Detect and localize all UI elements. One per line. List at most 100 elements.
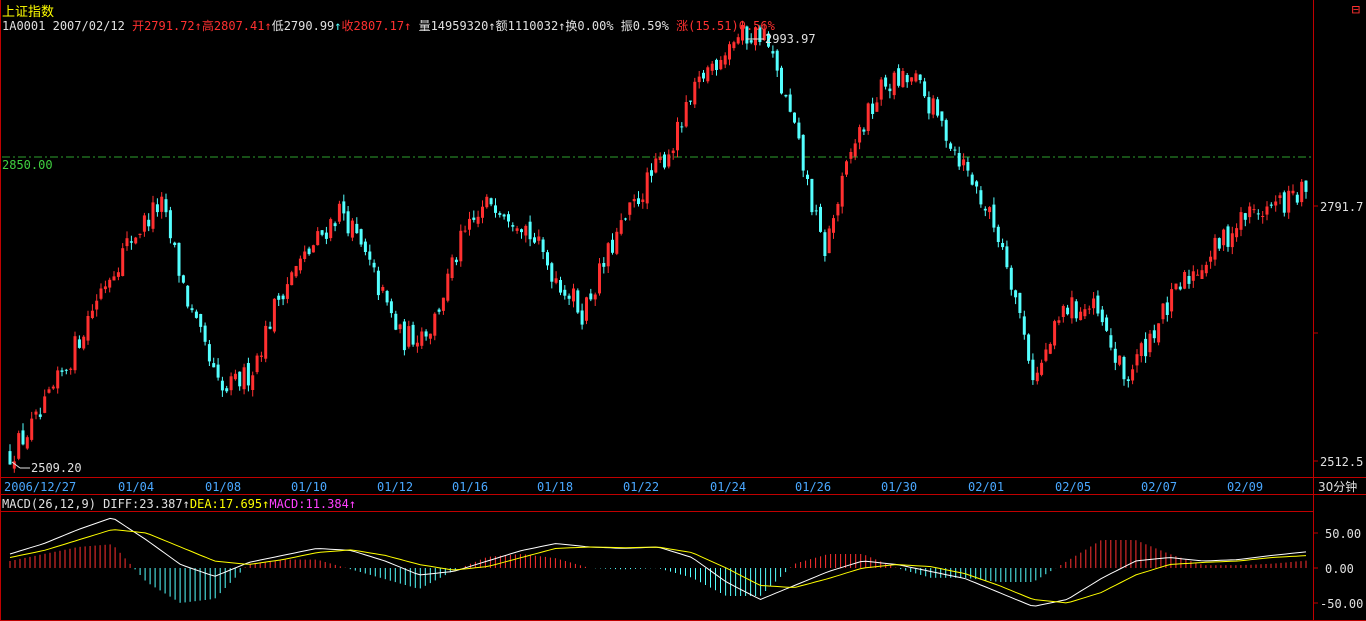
candle-body [121,248,125,276]
macd-tick-50: 50.00 [1325,527,1361,541]
candle-body [832,218,835,233]
candle-body [888,88,892,92]
candle-body [853,143,857,157]
candle-body [1187,276,1191,284]
candle-body [1118,355,1122,365]
candle-body [1027,334,1031,361]
candle-body [342,201,346,214]
candle-body [749,40,753,43]
candle-body [311,245,315,253]
candle-body [268,326,272,329]
macd-tick-0: 0.00 [1325,562,1354,576]
price-axis-ticks [1313,205,1318,604]
candle-body [892,72,896,96]
candle-body [1274,201,1278,206]
candle-body [233,373,237,380]
candle-body [866,103,870,131]
candle-body [537,236,541,241]
candle-body [923,81,927,97]
candle-body [251,375,255,390]
candle-body [944,120,948,141]
candle-body [1239,212,1243,230]
candle-body [654,158,658,173]
candle-body [368,251,372,260]
candle-body [468,218,471,230]
candle-body [931,98,935,115]
candle-body [481,206,484,218]
candle-body [862,129,866,132]
candle-body [918,74,922,80]
candle-body [1109,335,1113,348]
candle-body [1096,295,1100,314]
candle-body [563,289,567,296]
candle-body [1209,256,1213,262]
up-arrow-icon: ↑ [348,497,357,511]
candle-body [47,389,51,393]
candle-body [1183,272,1187,289]
x-tick-4: 01/12 [377,480,413,494]
x-tick-8: 01/24 [710,480,746,494]
candle-body [60,370,64,372]
candle-body [17,433,21,459]
candle-body [454,259,458,263]
candle-body [871,103,875,114]
annotations: 2993.97 2509.20 2850.00 [2,32,816,475]
candle-body [879,79,883,100]
macd-diff: DIFF:23.387 [103,497,183,511]
candle-body [858,127,862,143]
candle-body [767,33,770,47]
candle-body [64,369,68,371]
candle-body [736,37,740,44]
candle-body [155,204,159,213]
candle-body [303,251,307,259]
high-price: 高2807.41 [201,19,265,33]
candle-body [1092,298,1096,309]
candle-body [1230,233,1234,248]
candle-body [229,376,233,391]
candle-body [485,196,489,208]
candle-body [1235,228,1239,238]
amount: 额1110032 [495,19,559,33]
candle-body [1200,270,1204,279]
candle-body [255,355,259,373]
candle-body [1113,348,1117,363]
candle-body [12,461,16,469]
candle-body [99,288,103,299]
candle-body [689,100,692,102]
candle-body [415,342,419,347]
candle-body [441,297,445,311]
up-arrow-icon: ↑ [262,497,270,511]
candle-body [220,380,224,391]
candle-body [507,214,510,222]
x-tick-12: 02/05 [1055,480,1091,494]
x-tick-14: 02/09 [1227,480,1263,494]
candle-body [277,295,281,300]
up-arrow-icon: ↑ [334,19,342,33]
candle-body [611,239,614,253]
candle-body [1105,317,1109,331]
refline-label: 2850.00 [2,158,53,172]
candle-body [1213,237,1217,260]
candle-body [680,126,684,128]
candle-body [281,295,285,300]
candle-body [1222,229,1226,246]
candle-body [346,211,350,234]
up-arrow-icon: ↑ [488,19,496,33]
candle-body [1044,349,1048,361]
index-title: 上证指数 [2,5,55,20]
candle-body [1226,226,1230,247]
candle-body [589,293,593,300]
candle-body [1048,344,1052,354]
x-tick-11: 02/01 [968,480,1004,494]
candle-body [181,275,185,283]
candle-body [910,77,914,82]
candle-body [1174,283,1178,290]
candle-body [1070,297,1074,319]
candle-body [914,73,918,82]
candle-body [567,295,571,299]
x-tick-10: 01/30 [881,480,917,494]
maximize-icon[interactable]: ⊟ [1351,2,1360,18]
candle-body [957,153,961,167]
